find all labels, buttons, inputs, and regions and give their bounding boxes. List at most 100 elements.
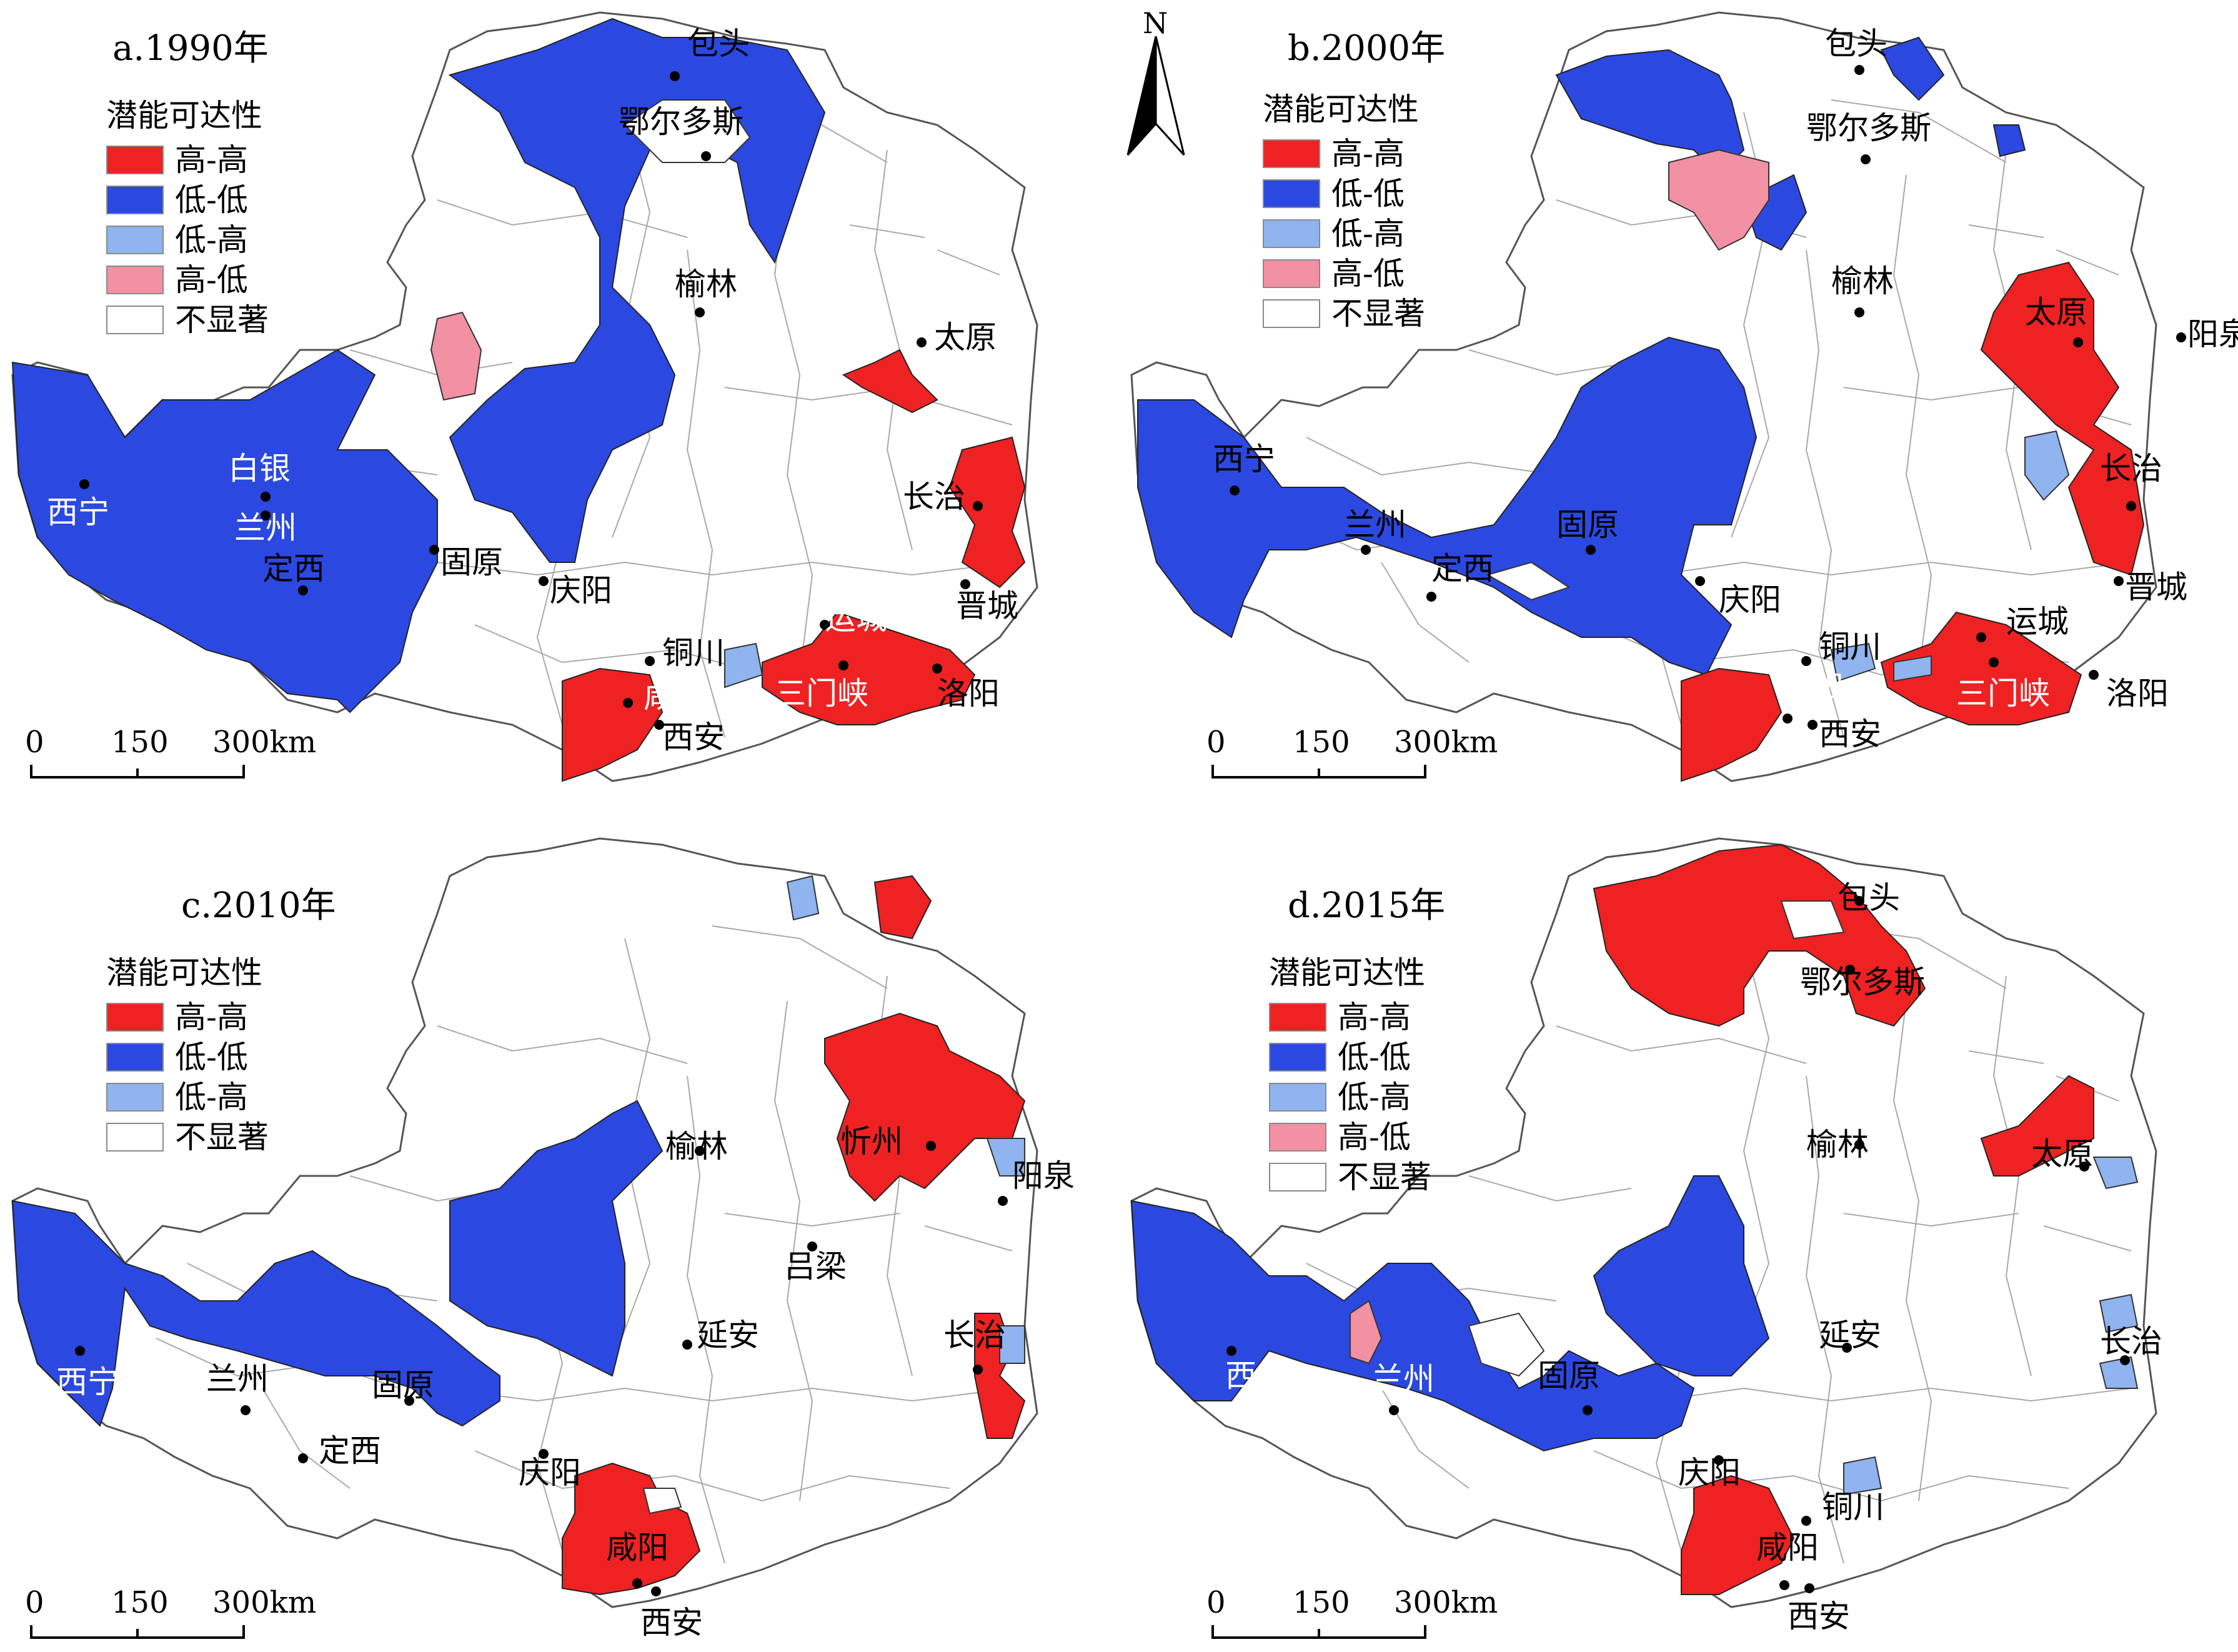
legend-item-not-significant: 不显著 (106, 300, 269, 340)
city-label: 兰州 (1372, 1361, 1435, 1397)
legend: 潜能可达性 高-高 低-低 低-高 不显著 (106, 957, 269, 1157)
city-label: 洛阳 (2106, 675, 2169, 712)
city-label: 西宁 (1213, 441, 1275, 477)
scale-tick-0: 0 (25, 725, 44, 760)
city-label: 太原 (2031, 1136, 2094, 1172)
legend: 潜能可达性 高-高 低-低 低-高 高-低 不显著 (1269, 957, 1431, 1197)
legend: 潜能可达性 高-高 低-低 低-高 高-低 不显著 (1263, 94, 1425, 334)
legend-title: 潜能可达性 (106, 97, 262, 134)
scale-tick-150: 150 (1293, 725, 1350, 760)
city-label: 咸阳 (606, 1530, 669, 1566)
legend-item-not-significant: 不显著 (1263, 294, 1425, 334)
city-label: 白银 (228, 450, 291, 487)
legend-title: 潜能可达性 (106, 955, 262, 991)
city-label: 咸阳 (1756, 1530, 1819, 1566)
north-label: N (1143, 6, 1168, 40)
city-label: 太原 (2025, 294, 2087, 331)
city-label: 运城 (825, 600, 887, 637)
city-label: 西宁 (1225, 1358, 1288, 1394)
city-label: 包头 (1838, 880, 1900, 916)
legend-item-high-low: 高-低 (106, 260, 269, 300)
legend-item-low-high: 低-高 (1263, 214, 1425, 254)
city-label: 长治 (903, 479, 965, 515)
city-label: 咸阳 (644, 679, 706, 715)
city-label: 三门峡 (775, 675, 868, 712)
city-label: 包头 (1825, 26, 1887, 62)
city-label: 吕梁 (784, 1248, 847, 1285)
city-label: 铜川 (662, 635, 725, 671)
city-label: 兰州 (206, 1361, 269, 1397)
legend-item-not-significant: 不显著 (1269, 1157, 1431, 1197)
legend-title: 潜能可达性 (1263, 91, 1419, 127)
legend-item-high-high: 高-高 (106, 997, 269, 1037)
scale-bar: 0 150 300km (25, 725, 316, 787)
map-2015 (1130, 837, 2157, 1608)
city-label: 咸阳 (1781, 669, 1844, 705)
city-label: 庆阳 (550, 572, 612, 609)
legend: 潜能可达性 高-高 低-低 低-高 高-低 不显著 (106, 100, 269, 340)
panel-2015: d.2015年 潜能可达性 高-高 低-低 低-高 高-低 不显著 包头 鄂尔多… (1119, 826, 2238, 1652)
panel-title: c.2010年 (181, 885, 336, 926)
panel-1990: a.1990年 潜能可达性 高-高 低-低 低-高 高-低 不显著 包头 鄂尔多… (0, 0, 1119, 826)
scale-tick-0: 0 (25, 1585, 44, 1620)
legend-item-not-significant: 不显著 (106, 1117, 269, 1157)
city-label: 鄂尔多斯 (1800, 964, 1925, 1000)
panel-title: d.2015年 (1288, 885, 1446, 926)
city-label: 庆阳 (519, 1455, 581, 1491)
city-label: 榆林 (1806, 1127, 1869, 1163)
city-label: 延安 (1819, 1317, 1881, 1353)
city-label: 长治 (943, 1317, 1006, 1353)
scale-tick-300: 300km (1394, 725, 1498, 760)
city-label: 洛阳 (937, 675, 1000, 712)
city-label: 定西 (319, 1433, 381, 1469)
city-label: 铜川 (1819, 629, 1881, 665)
city-label: 兰州 (1344, 507, 1406, 543)
scale-tick-150: 150 (111, 1585, 169, 1620)
city-label: 榆林 (675, 266, 737, 302)
scale-bar: 0 150 300km (1206, 725, 1498, 787)
legend-title: 潜能可达性 (1269, 955, 1425, 991)
panel-title: a.1990年 (112, 28, 269, 69)
city-label: 固原 (1556, 507, 1619, 543)
legend-item-low-low: 低-低 (106, 1037, 269, 1077)
legend-item-high-high: 高-高 (1269, 997, 1431, 1037)
city-label: 鄂尔多斯 (619, 104, 744, 140)
scale-tick-0: 0 (1206, 725, 1226, 760)
city-label: 榆林 (1831, 263, 1894, 299)
legend-item-low-high: 低-高 (106, 1077, 269, 1117)
city-label: 阳泉 (2187, 316, 2238, 352)
scale-tick-150: 150 (111, 725, 169, 760)
city-label: 定西 (262, 550, 325, 587)
city-label: 西宁 (47, 494, 109, 530)
panel-2000: b.2000年 潜能可达性 高-高 低-低 低-高 高-低 不显著 包头 鄂尔多… (1119, 0, 2238, 826)
city-label: 西安 (640, 1605, 703, 1641)
legend-item-low-low: 低-低 (106, 180, 269, 220)
city-label: 晋城 (2125, 569, 2187, 605)
city-label: 铜川 (1822, 1489, 1884, 1525)
scale-tick-300: 300km (212, 725, 317, 760)
legend-item-high-low: 高-低 (1269, 1117, 1431, 1157)
city-label: 定西 (1431, 550, 1494, 587)
city-label: 榆林 (665, 1128, 728, 1165)
legend-item-high-high: 高-高 (1263, 134, 1425, 174)
city-label: 兰州 (234, 510, 297, 546)
map-2010 (11, 837, 1038, 1608)
city-label: 运城 (2006, 604, 2069, 640)
city-label: 阳泉 (1012, 1158, 1075, 1194)
legend-item-low-low: 低-低 (1269, 1037, 1431, 1077)
city-label: 庆阳 (1719, 582, 1781, 618)
city-label: 固原 (372, 1367, 434, 1403)
city-label: 西宁 (56, 1364, 119, 1400)
city-label: 西安 (662, 719, 725, 755)
legend-item-low-high: 低-高 (106, 220, 269, 260)
city-label: 长治 (2100, 1323, 2162, 1360)
city-label: 庆阳 (1678, 1455, 1741, 1491)
city-label: 包头 (687, 26, 750, 62)
city-label: 晋城 (956, 588, 1018, 624)
city-label: 太原 (934, 319, 997, 356)
city-label: 固原 (1538, 1358, 1600, 1394)
city-label: 固原 (440, 544, 503, 580)
city-label: 忻州 (840, 1123, 903, 1160)
panel-title: b.2000年 (1288, 28, 1446, 69)
city-label: 延安 (697, 1317, 759, 1353)
